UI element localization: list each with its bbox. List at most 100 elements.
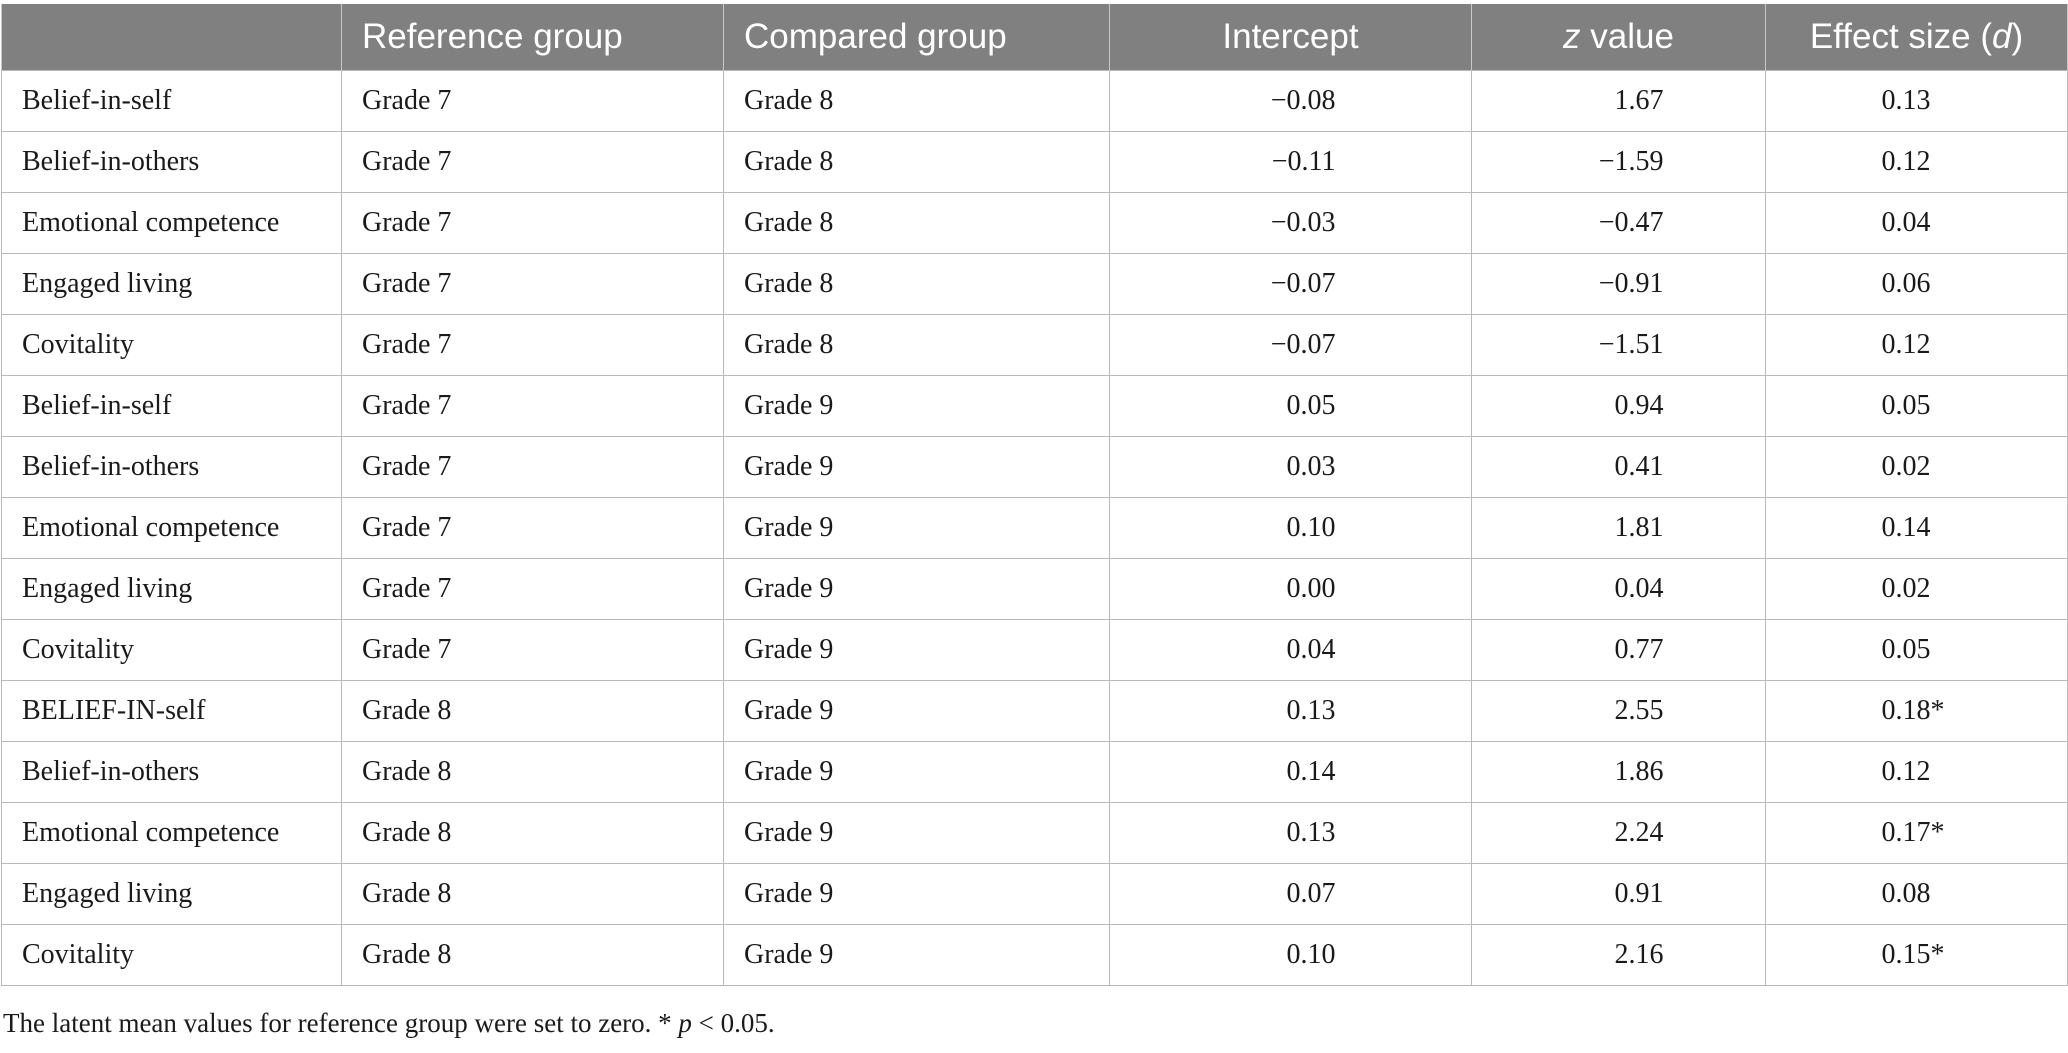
table-row: Covitality Grade 7 Grade 9 0.04 0.77 0.05 [1,619,2068,681]
cell-z-value: 0.94 [1471,375,1766,437]
cell-variable: Engaged living [1,863,342,925]
cell-effect-size: 0.14 [1765,497,2068,559]
table-row: Engaged living Grade 7 Grade 9 0.00 0.04 0.02 [1,558,2068,620]
cell-effect-size-value: 0.14 [1881,512,1931,543]
cell-intercept-value: 0.13 [1286,695,1336,726]
cell-variable: Covitality [1,924,342,986]
cell-reference-group: Grade 8 [341,863,724,925]
cell-compared-group: Grade 9 [723,802,1110,864]
cell-reference-group: Grade 7 [341,497,724,559]
cell-effect-size: 0.12 [1765,131,2068,193]
cell-z-value-value: −0.91 [1598,268,1664,299]
cell-z-value: −1.51 [1471,314,1766,376]
cell-compared-group: Grade 9 [723,436,1110,498]
cell-reference-group: Grade 7 [341,314,724,376]
cell-compared-group: Grade 9 [723,863,1110,925]
cell-variable: BELIEF-IN-self [1,680,342,742]
header-z-symbol: z [1563,17,1581,56]
cell-intercept-value: 0.00 [1286,573,1336,604]
cell-z-value: 2.24 [1471,802,1766,864]
table-row: Belief-in-others Grade 7 Grade 9 0.03 0.41 0.… [1,436,2068,498]
results-table-container: Reference group Compared group Intercept… [0,4,2068,986]
cell-compared-group: Grade 9 [723,497,1110,559]
cell-intercept: 0.14 [1109,741,1472,803]
table-row: Belief-in-others Grade 7 Grade 8 −0.11 −1.59… [1,131,2068,193]
table-row: Belief-in-others Grade 8 Grade 9 0.14 1.86 0.… [1,741,2068,803]
cell-z-value-value: 1.86 [1614,756,1664,787]
cell-z-value: 0.77 [1471,619,1766,681]
cell-effect-size-value: 0.04 [1881,207,1931,238]
cell-reference-group: Grade 8 [341,741,724,803]
cell-variable: Covitality [1,619,342,681]
cell-effect-size-value: 0.05 [1881,634,1931,665]
cell-effect-size: 0.04 [1765,192,2068,254]
cell-variable: Engaged living [1,558,342,620]
cell-intercept-value: 0.10 [1286,939,1336,970]
cell-variable: Emotional competence [1,497,342,559]
cell-reference-group: Grade 7 [341,253,724,315]
cell-intercept-value: 0.07 [1286,878,1336,909]
cell-z-value-value: −1.59 [1598,146,1664,177]
cell-intercept: 0.04 [1109,619,1472,681]
cell-effect-size: 0.17* [1765,802,2068,864]
cell-intercept-value: −0.11 [1271,146,1336,177]
table-row: Covitality Grade 7 Grade 8 −0.07 −1.51 0.12 [1,314,2068,376]
table-row: Belief-in-self Grade 7 Grade 8 −0.08 1.67 0.1… [1,70,2068,132]
cell-effect-size: 0.08 [1765,863,2068,925]
cell-variable: Belief-in-self [1,375,342,437]
cell-intercept: −0.03 [1109,192,1472,254]
cell-intercept: 0.13 [1109,680,1472,742]
cell-intercept: 0.07 [1109,863,1472,925]
cell-z-value: −1.59 [1471,131,1766,193]
table-header: Reference group Compared group Intercept… [1,4,2068,71]
cell-reference-group: Grade 7 [341,436,724,498]
cell-reference-group: Grade 8 [341,924,724,986]
cell-intercept-value: 0.05 [1286,390,1336,421]
table-row: BELIEF-IN-self Grade 8 Grade 9 0.13 2.55 0.18… [1,680,2068,742]
cell-effect-size-value: 0.06 [1881,268,1931,299]
cell-compared-group: Grade 8 [723,192,1110,254]
cell-effect-size-value: 0.12 [1881,146,1931,177]
cell-z-value: −0.47 [1471,192,1766,254]
cell-intercept: −0.08 [1109,70,1472,132]
cell-intercept-value: −0.07 [1270,329,1336,360]
table-row: Covitality Grade 8 Grade 9 0.10 2.16 0.15* [1,924,2068,986]
table-row: Engaged living Grade 7 Grade 8 −0.07 −0.91 0.… [1,253,2068,315]
cell-effect-size: 0.05 [1765,375,2068,437]
cell-intercept-value: −0.03 [1270,207,1336,238]
cell-variable: Covitality [1,314,342,376]
cell-effect-size: 0.02 [1765,558,2068,620]
cell-z-value-value: 1.67 [1614,85,1664,116]
cell-intercept: 0.10 [1109,497,1472,559]
cell-z-value: −0.91 [1471,253,1766,315]
table-body: Belief-in-self Grade 7 Grade 8 −0.08 1.67 0.1… [1,70,2068,986]
cell-intercept: 0.03 [1109,436,1472,498]
cell-z-value-value: 0.94 [1614,390,1664,421]
cell-intercept: −0.07 [1109,314,1472,376]
table-footnote: The latent mean values for reference gro… [3,1008,775,1039]
cell-compared-group: Grade 9 [723,375,1110,437]
cell-intercept-value: 0.13 [1286,817,1336,848]
cell-effect-size: 0.02 [1765,436,2068,498]
cell-z-value: 0.91 [1471,863,1766,925]
cell-compared-group: Grade 9 [723,924,1110,986]
cell-z-value-value: 0.04 [1614,573,1664,604]
cell-z-value: 2.55 [1471,680,1766,742]
cell-intercept: 0.13 [1109,802,1472,864]
cell-intercept-value: −0.08 [1270,85,1336,116]
cell-z-value-value: −0.47 [1598,207,1664,238]
cell-compared-group: Grade 9 [723,680,1110,742]
cell-effect-size: 0.12 [1765,314,2068,376]
cell-effect-size: 0.05 [1765,619,2068,681]
header-intercept: Intercept [1109,4,1472,71]
cell-effect-size: 0.15* [1765,924,2068,986]
cell-reference-group: Grade 7 [341,70,724,132]
cell-effect-size-value: 0.17* [1881,817,1945,848]
cell-reference-group: Grade 8 [341,680,724,742]
cell-z-value-value: 1.81 [1614,512,1664,543]
cell-reference-group: Grade 7 [341,192,724,254]
cell-variable: Belief-in-others [1,741,342,803]
table-row: Engaged living Grade 8 Grade 9 0.07 0.91 0.08 [1,863,2068,925]
cell-variable: Belief-in-others [1,131,342,193]
cell-z-value-value: −1.51 [1598,329,1664,360]
